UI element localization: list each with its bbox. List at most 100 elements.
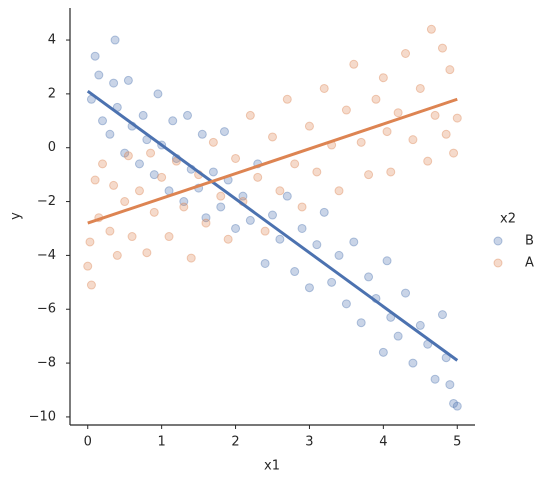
- point: [168, 116, 178, 126]
- point: [430, 374, 440, 384]
- point: [123, 75, 133, 85]
- point: [260, 226, 270, 236]
- point: [356, 137, 366, 147]
- point: [216, 191, 226, 201]
- point: [142, 248, 152, 258]
- point: [319, 207, 329, 217]
- point: [110, 35, 120, 45]
- point: [349, 59, 359, 69]
- point: [452, 401, 462, 411]
- point: [401, 48, 411, 58]
- point: [304, 121, 314, 131]
- point: [238, 191, 248, 201]
- y-tick-label: 2: [48, 86, 56, 101]
- point: [109, 180, 119, 190]
- point: [98, 116, 108, 126]
- regression-line: [86, 89, 459, 362]
- point: [327, 277, 337, 287]
- point: [179, 202, 189, 212]
- point: [441, 129, 451, 139]
- point: [415, 320, 425, 330]
- y-tick-label: −4: [37, 248, 56, 263]
- point: [437, 43, 447, 53]
- point: [123, 151, 133, 161]
- point: [186, 253, 196, 263]
- point: [105, 226, 115, 236]
- point: [231, 223, 241, 233]
- point: [134, 186, 144, 196]
- point: [371, 94, 381, 104]
- point: [208, 137, 218, 147]
- point: [219, 127, 229, 137]
- point: [334, 250, 344, 260]
- point: [364, 272, 374, 282]
- point: [112, 250, 122, 260]
- x-tick-label: 4: [379, 435, 387, 450]
- point: [179, 197, 189, 207]
- point: [364, 170, 374, 180]
- x-tick-label: 5: [453, 435, 461, 450]
- point: [268, 132, 277, 142]
- y-tick-label: −10: [29, 409, 56, 424]
- point: [382, 256, 392, 266]
- point: [408, 135, 418, 145]
- point: [157, 172, 167, 182]
- x-axis-label: x1: [264, 459, 280, 474]
- point: [90, 175, 100, 185]
- point: [127, 232, 137, 242]
- point: [109, 78, 119, 88]
- point: [297, 202, 307, 212]
- point: [282, 94, 292, 104]
- point: [208, 167, 218, 177]
- point: [445, 380, 455, 390]
- point: [85, 237, 95, 247]
- point: [415, 83, 425, 93]
- point: [260, 258, 270, 268]
- point: [282, 191, 292, 201]
- point: [105, 129, 115, 139]
- point: [341, 299, 351, 309]
- regression-line: [87, 97, 458, 225]
- point: [153, 89, 163, 99]
- point: [290, 267, 300, 277]
- point: [275, 234, 285, 244]
- point: [138, 110, 148, 120]
- point: [90, 51, 100, 61]
- point: [268, 210, 277, 220]
- point: [120, 148, 130, 158]
- point: [83, 261, 93, 271]
- x-tick-label: 2: [231, 435, 239, 450]
- point: [341, 105, 351, 115]
- point: [183, 110, 193, 120]
- point: [253, 172, 263, 182]
- point: [319, 83, 329, 93]
- y-tick-label: −2: [37, 194, 56, 209]
- legend-label: A: [525, 256, 534, 271]
- y-tick-label: −6: [37, 302, 56, 317]
- legend-label: B: [525, 234, 534, 249]
- point: [382, 127, 392, 137]
- point: [445, 65, 455, 75]
- x-tick-label: 0: [84, 435, 92, 450]
- point: [393, 108, 403, 118]
- point: [216, 202, 226, 212]
- point: [312, 167, 322, 177]
- legend-title: x2: [500, 212, 516, 227]
- point: [378, 73, 388, 83]
- point: [149, 207, 159, 217]
- point: [94, 70, 104, 80]
- point: [134, 159, 144, 169]
- point: [386, 167, 396, 177]
- point: [201, 213, 211, 223]
- point: [430, 110, 440, 120]
- point: [393, 331, 403, 341]
- y-tick-label: −8: [37, 356, 56, 371]
- point: [356, 318, 366, 328]
- point: [437, 310, 447, 320]
- point: [290, 159, 300, 169]
- y-tick-label: 0: [48, 140, 56, 155]
- point: [149, 170, 159, 180]
- point: [378, 347, 388, 357]
- legend-marker: [493, 236, 503, 246]
